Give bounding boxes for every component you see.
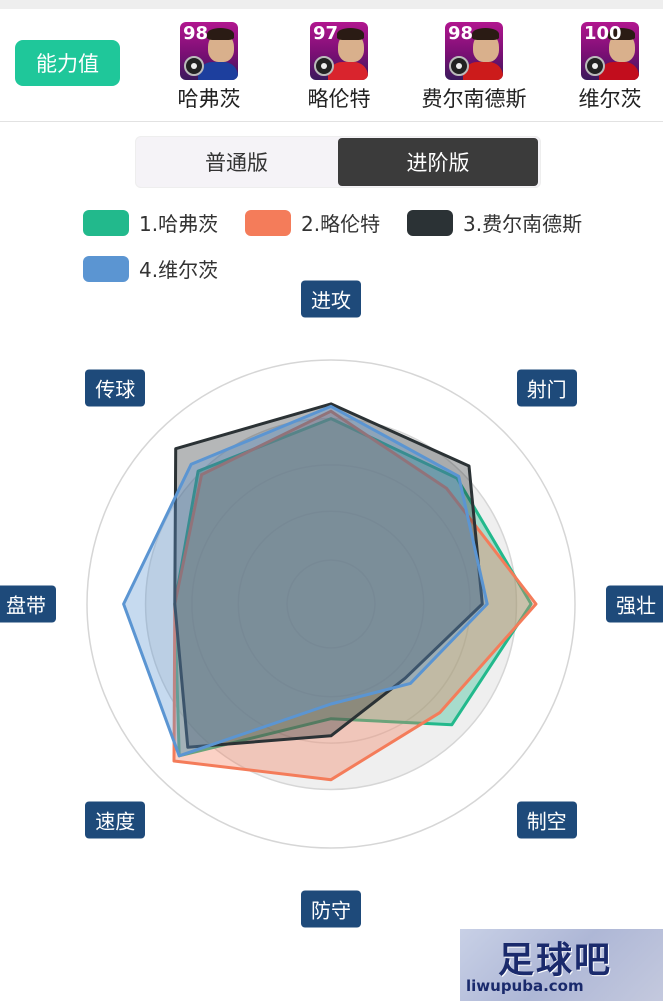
- legend-swatch: [407, 209, 453, 236]
- ability-button[interactable]: 能力值: [15, 40, 120, 86]
- player-name: 维尔茨: [578, 87, 642, 111]
- site-watermark: 足球吧 liwupuba.com: [460, 929, 663, 1001]
- version-toggle: 普通版 进阶版: [135, 136, 541, 188]
- legend-label: 1.哈弗茨: [139, 212, 219, 236]
- player-name: 略伦特: [307, 87, 371, 111]
- player-card: 97: [310, 22, 368, 80]
- player-shirt: [198, 62, 238, 80]
- radar-series-3: [173, 402, 484, 749]
- badge-icon: [314, 56, 334, 76]
- player-shirt: [599, 62, 639, 80]
- legend-swatch: [83, 209, 129, 236]
- player-rating: 100: [584, 23, 622, 44]
- watermark-url: liwupuba.com: [466, 977, 584, 995]
- player-1[interactable]: 98 哈弗茨: [144, 22, 274, 113]
- player-hair: [608, 28, 635, 40]
- player-name: 费尔南德斯: [421, 87, 527, 111]
- player-4[interactable]: 100 维尔茨: [545, 22, 663, 113]
- badge-icon: [585, 56, 605, 76]
- player-name: 哈弗茨: [177, 87, 241, 111]
- legend-label: 2.略伦特: [301, 212, 381, 236]
- player-card: 98: [445, 22, 503, 80]
- tab-normal-version[interactable]: 普通版: [205, 151, 268, 175]
- radar-series-4: [122, 404, 489, 758]
- radar-grid-ring: [86, 359, 576, 849]
- axis-label: 进攻: [301, 280, 361, 318]
- radar-chart: 进攻射门强壮制空防守 速度 盘带 传球: [0, 280, 663, 928]
- player-rating: 98: [183, 23, 209, 44]
- legend-label: 4.维尔茨: [139, 258, 219, 282]
- player-hair: [207, 28, 234, 40]
- legend-item-1[interactable]: 1.哈弗茨: [83, 208, 218, 237]
- axis-label: 强壮: [606, 585, 663, 623]
- player-shirt: [463, 62, 503, 80]
- axis-label: 速度: [85, 801, 146, 839]
- player-2[interactable]: 97 略伦特: [274, 22, 404, 113]
- player-card: 100: [581, 22, 639, 80]
- player-hair: [472, 28, 499, 40]
- radar-grid-ring: [237, 510, 425, 698]
- legend-swatch: [245, 209, 291, 236]
- player-3[interactable]: 98 费尔南德斯: [409, 22, 539, 113]
- legend-swatch: [83, 255, 129, 282]
- radar-svg: [86, 359, 576, 849]
- player-header: 能力值 98 哈弗茨 97 略伦特 98 费尔南德斯: [0, 9, 663, 122]
- radar-grid-ring: [286, 559, 376, 649]
- top-strip: [0, 0, 663, 9]
- legend-label: 3.费尔南德斯: [463, 212, 583, 236]
- axis-label: 传球: [85, 369, 146, 407]
- player-rating: 98: [448, 23, 474, 44]
- legend-item-2[interactable]: 2.略伦特: [245, 208, 380, 237]
- axis-label: 防守: [301, 890, 361, 928]
- legend-item-4[interactable]: 4.维尔茨: [83, 254, 218, 283]
- axis-label: 制空: [516, 801, 577, 839]
- badge-icon: [449, 56, 469, 76]
- player-shirt: [328, 62, 368, 80]
- radar-series-2: [172, 409, 538, 782]
- badge-icon: [184, 56, 204, 76]
- radar-background: [146, 419, 516, 789]
- axis-label: 盘带: [0, 585, 56, 623]
- tab-advanced-version[interactable]: 进阶版: [338, 138, 538, 186]
- player-card: 98: [180, 22, 238, 80]
- legend-item-3[interactable]: 3.费尔南德斯: [407, 208, 582, 237]
- axis-label: 射门: [516, 369, 577, 407]
- watermark-title: 足球吧: [498, 940, 613, 981]
- radar-grid-ring: [191, 464, 471, 744]
- player-hair: [337, 28, 364, 40]
- radar-series-1: [173, 417, 533, 758]
- player-rating: 97: [313, 23, 339, 44]
